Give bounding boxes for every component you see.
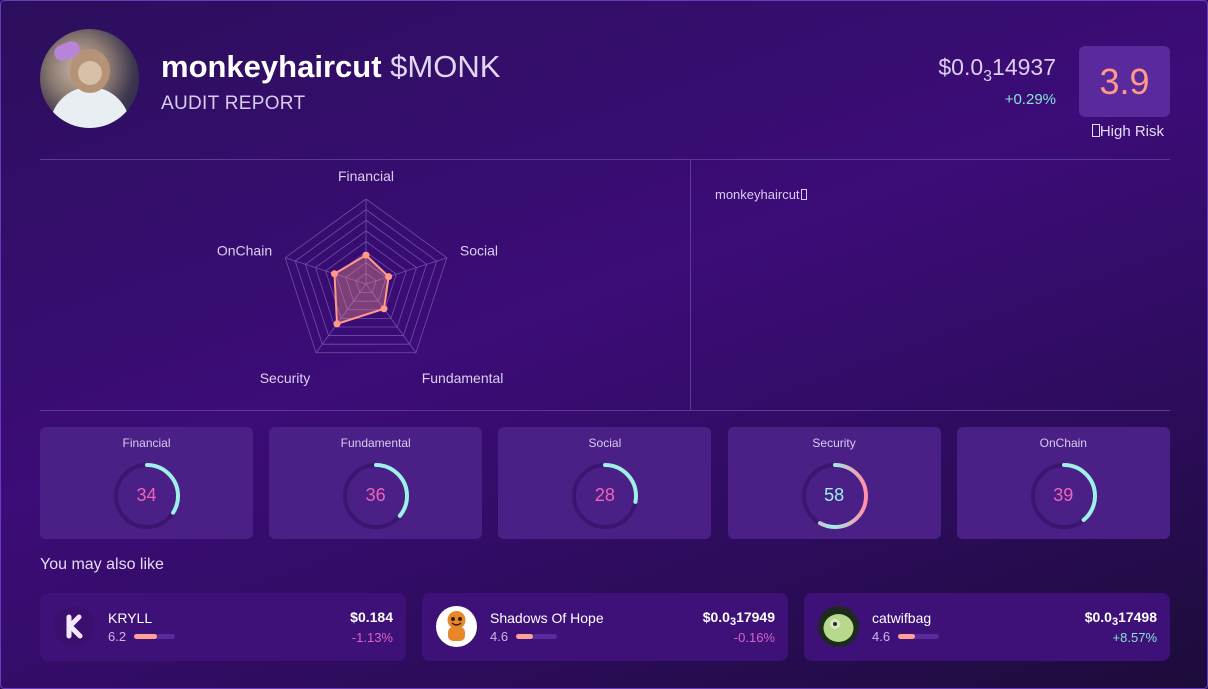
- recommendation-card-shadows-of-hope[interactable]: Shadows Of Hope 4.6 $0.0317949 -0.16%: [422, 593, 788, 661]
- score-gauge: [343, 463, 410, 529]
- recommendation-score-bar: [898, 634, 939, 639]
- score-card-value: 39: [1053, 485, 1074, 505]
- recommendation-score-fill: [134, 634, 157, 639]
- kryll-logo: [54, 606, 95, 647]
- recommendation-price: $0.0317949: [702, 609, 775, 628]
- score-card-label: Social: [588, 436, 622, 450]
- radar-grid: [284, 198, 448, 354]
- recommendation-score-bar: [134, 634, 175, 639]
- radar-label-financial: Financial: [338, 169, 394, 184]
- score-card-social: Social 28: [498, 427, 712, 539]
- radar-point-security: [333, 320, 341, 328]
- recommendation-card-catwifbag[interactable]: catwifbag 4.6 $0.0317498 +8.57%: [804, 593, 1170, 661]
- info-icon: [800, 189, 807, 200]
- score-card-value: 28: [594, 485, 615, 505]
- gauge-fill: [343, 463, 410, 529]
- divider-vertical: [690, 160, 691, 410]
- score-card-value: 36: [365, 485, 386, 505]
- overall-score: 3.9: [1079, 46, 1170, 117]
- score-card-label: OnChain: [1039, 436, 1087, 450]
- recommendation-change: -1.13%: [351, 630, 393, 645]
- gauge-fill: [1030, 463, 1097, 529]
- score-gauge: [1030, 463, 1097, 529]
- warning-icon: [1091, 124, 1100, 137]
- radar-ring: [345, 262, 387, 302]
- score-card-label: Financial: [122, 436, 171, 450]
- cat-in-bag-logo: [818, 606, 859, 647]
- token-symbol: $MONK: [390, 49, 501, 84]
- token-price: $0.0314937: [938, 54, 1056, 85]
- token-avatar: [40, 29, 139, 128]
- radar-label-fundamental: Fundamental: [422, 370, 504, 386]
- recommendation-score-fill: [898, 634, 915, 639]
- token-name: monkeyhaircut: [161, 49, 382, 84]
- orange-character-logo: [436, 606, 477, 647]
- token-title: monkeyhaircut $MONK: [161, 49, 500, 85]
- recommendation-price: $0.184: [350, 609, 393, 625]
- recommendation-change: -0.16%: [733, 630, 775, 645]
- radar-ring: [315, 230, 417, 328]
- radar-ring: [294, 209, 438, 345]
- radar-chart: Financial Social Fundamental Security OnChai…: [217, 169, 504, 386]
- radar-point-social: [385, 273, 393, 281]
- price-change: +0.29%: [1004, 91, 1056, 108]
- token-description: monkeyhaircut: [715, 187, 807, 202]
- score-gauge: [801, 463, 868, 529]
- recommendation-change: +8.57%: [1112, 630, 1157, 645]
- risk-label: High Risk: [1091, 123, 1164, 140]
- gauge-fill: [572, 463, 639, 529]
- recommendation-price: $0.0317498: [1084, 609, 1157, 628]
- radar-point-financial: [362, 251, 370, 259]
- radar-axis: [315, 283, 367, 354]
- divider-middle: [40, 410, 1170, 411]
- radar-point-fundamental: [380, 305, 388, 313]
- score-card-label: Security: [812, 436, 856, 450]
- score-card-security: Security 58: [727, 427, 941, 539]
- recommendation-score-fill: [516, 634, 533, 639]
- recommendation-name: KRYLL: [108, 610, 153, 626]
- recommendation-score: 4.6: [872, 629, 891, 644]
- radar-ring: [304, 219, 428, 336]
- score-card-value: 34: [136, 485, 157, 505]
- radar-label-social: Social: [460, 243, 498, 259]
- score-card-financial: Financial 34: [40, 427, 253, 539]
- recommendation-name: Shadows Of Hope: [490, 610, 604, 626]
- radar-label-security: Security: [260, 370, 311, 386]
- radar-ring: [355, 272, 377, 293]
- score-gauge: [572, 463, 639, 529]
- recommendation-score: 4.6: [490, 629, 509, 644]
- score-card-onchain: OnChain 39: [956, 427, 1170, 539]
- score-gauge: [114, 463, 180, 529]
- radar-point-onchain: [330, 270, 338, 278]
- score-card-value: 58: [824, 485, 845, 505]
- radar-axis: [365, 257, 447, 285]
- radar-axis: [285, 257, 367, 285]
- radar-area: [333, 253, 390, 326]
- radar-label-onchain: OnChain: [217, 243, 272, 259]
- recommendations-title: You may also like: [40, 556, 164, 573]
- radar-ring: [284, 198, 448, 354]
- divider-top: [40, 159, 1170, 160]
- radar-axis: [365, 283, 417, 354]
- radar-ring: [325, 241, 407, 319]
- gauge-fill: [801, 463, 868, 529]
- recommendation-score: 6.2: [108, 629, 127, 644]
- recommendation-score-bar: [516, 634, 557, 639]
- recommendation-card-kryll[interactable]: KRYLL 6.2 $0.184 -1.13%: [40, 593, 406, 661]
- recommendation-name: catwifbag: [872, 610, 932, 626]
- report-subtitle: AUDIT REPORT: [161, 93, 306, 114]
- score-card-label: Fundamental: [340, 436, 411, 450]
- score-card-fundamental: Fundamental 36: [269, 427, 483, 539]
- gauge-fill: [114, 463, 180, 529]
